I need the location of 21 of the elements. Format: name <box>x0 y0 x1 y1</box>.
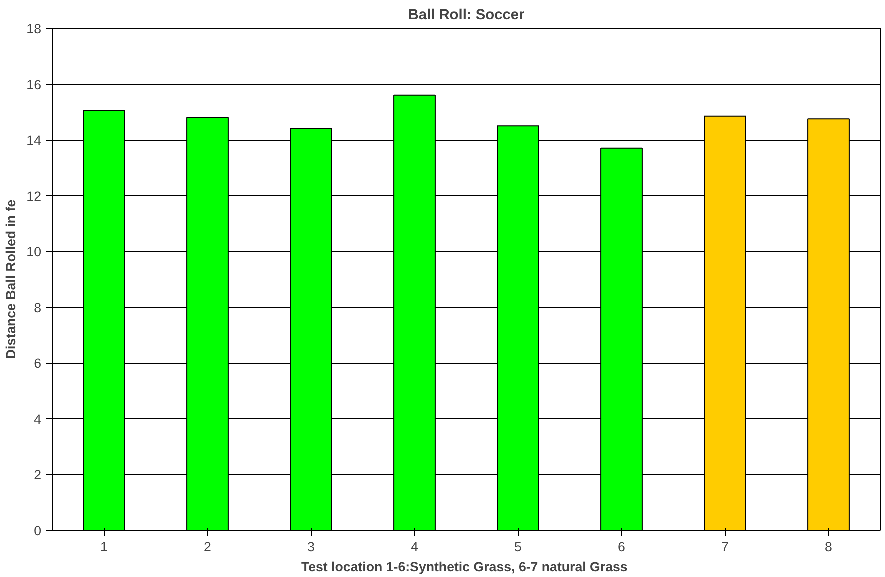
y-tick-label: 8 <box>34 300 42 316</box>
y-tick-label: 6 <box>34 356 42 372</box>
x-tick-label: 6 <box>618 540 626 554</box>
x-axis-title: Test location 1-6:Synthetic Grass, 6-7 natural Grass <box>301 560 628 574</box>
x-tick-label: 8 <box>825 540 832 554</box>
x-tick-label: 5 <box>514 540 522 554</box>
y-tick-label: 18 <box>26 22 42 36</box>
x-tick-label: 7 <box>722 540 729 554</box>
y-tick-label: 16 <box>26 77 42 92</box>
y-axis-title: Distance Ball Rolled in fe <box>4 200 19 360</box>
y-tick-label: 14 <box>26 133 42 148</box>
y-tick-label: 12 <box>26 188 42 204</box>
y-tick-label: 0 <box>34 524 42 538</box>
y-tick-label: 2 <box>34 468 42 483</box>
y-tick-label: 10 <box>26 244 42 260</box>
x-tick-label: 4 <box>411 540 420 554</box>
y-tick-label: 4 <box>34 412 42 427</box>
x-tick-label: 1 <box>100 540 108 554</box>
x-tick-label: 2 <box>204 540 212 554</box>
chart-title: Ball Roll: Soccer <box>408 8 526 24</box>
x-tick-label: 3 <box>308 540 315 554</box>
